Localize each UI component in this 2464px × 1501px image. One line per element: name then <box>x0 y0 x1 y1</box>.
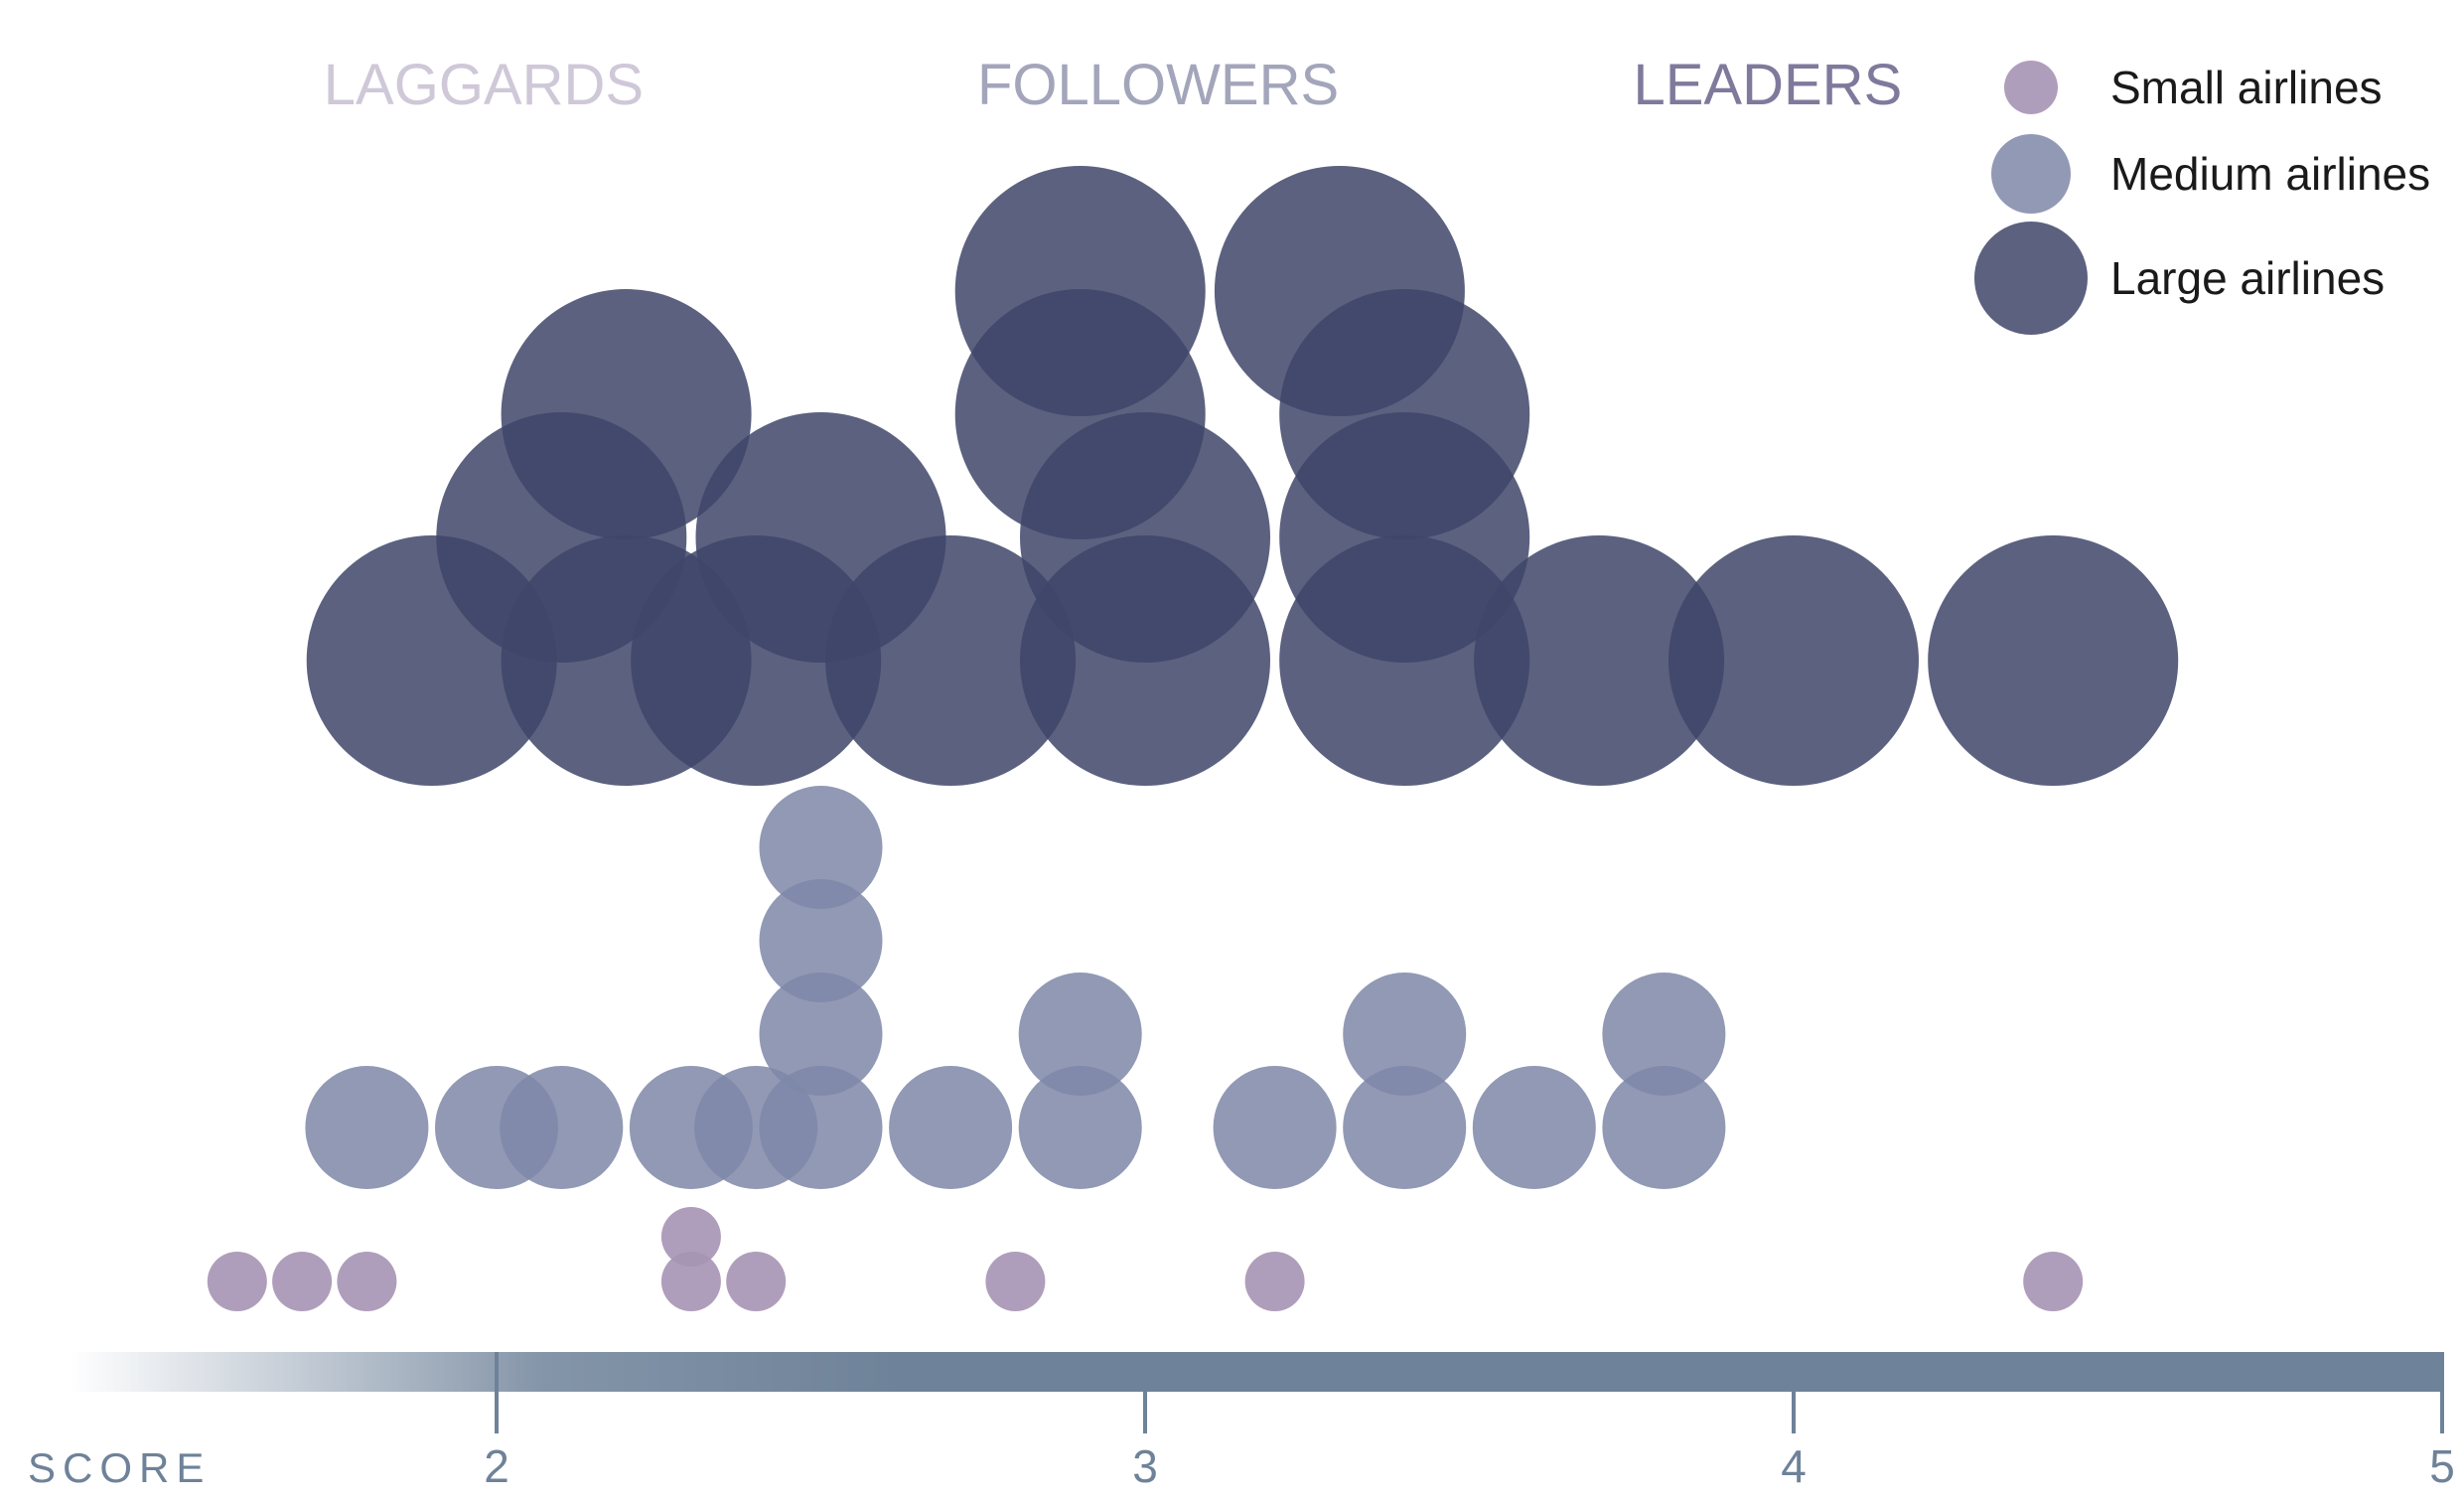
large-airline-point <box>1928 535 2179 786</box>
large-airline-point <box>501 289 752 539</box>
medium-airline-point <box>305 1066 429 1189</box>
medium-airline-point <box>1018 1066 1142 1189</box>
small-airline-point <box>2023 1252 2084 1311</box>
series-medium <box>305 786 1726 1189</box>
medium-airline-point <box>1602 1066 1726 1189</box>
medium-airline-point <box>759 1066 883 1189</box>
legend-swatch-small <box>2004 61 2058 114</box>
legend: Small airlines Medium airlines Large airli… <box>1974 61 2430 335</box>
score-axis-bar <box>70 1352 2442 1392</box>
large-airline-point <box>1474 535 1725 786</box>
x-axis-title: SCORE <box>28 1444 211 1491</box>
small-airline-point <box>337 1252 397 1311</box>
large-airline-point <box>825 535 1077 786</box>
small-airline-point <box>660 1252 721 1311</box>
medium-airline-point <box>1018 973 1142 1096</box>
medium-airline-point <box>759 973 883 1096</box>
legend-label-large: Large airlines <box>2110 252 2385 304</box>
medium-airline-point <box>1602 973 1726 1096</box>
large-airline-point <box>1668 535 1919 786</box>
large-airline-point <box>954 166 1206 416</box>
medium-airline-point <box>1472 1066 1596 1189</box>
small-airline-point <box>660 1207 721 1267</box>
medium-airline-point <box>1213 1066 1337 1189</box>
small-airline-point <box>207 1252 267 1311</box>
tick-label: 5 <box>2429 1440 2455 1492</box>
tick-label: 4 <box>1781 1440 1807 1492</box>
segment-labels: LAGGARDS FOLLOWERS LEADERS <box>324 53 1902 117</box>
score-axis: 2 3 4 5 SCORE <box>28 1352 2455 1492</box>
small-airline-point <box>726 1252 787 1311</box>
segment-label-laggards: LAGGARDS <box>324 53 644 117</box>
small-airline-point <box>985 1252 1046 1311</box>
small-airline-point <box>272 1252 333 1311</box>
legend-label-small: Small airlines <box>2110 62 2383 113</box>
chart-marks <box>207 166 2179 1311</box>
large-airline-point <box>1020 412 1270 663</box>
medium-airline-point <box>1343 973 1467 1096</box>
large-airline-point <box>1279 289 1530 539</box>
medium-airline-point <box>889 1066 1013 1189</box>
legend-swatch-large <box>1974 222 2088 335</box>
legend-label-medium: Medium airlines <box>2110 148 2430 200</box>
small-airline-point <box>1244 1252 1305 1311</box>
medium-airline-point <box>759 786 883 909</box>
medium-airline-point <box>500 1066 624 1189</box>
series-large <box>306 166 2179 786</box>
segment-label-leaders: LEADERS <box>1633 53 1902 117</box>
segment-label-followers: FOLLOWERS <box>977 53 1339 117</box>
legend-swatch-medium <box>1991 134 2071 214</box>
series-small <box>207 1207 2084 1311</box>
medium-airline-point <box>759 879 883 1002</box>
tick-label: 3 <box>1132 1440 1158 1492</box>
tick-label: 2 <box>484 1440 509 1492</box>
medium-airline-point <box>1343 1066 1467 1189</box>
